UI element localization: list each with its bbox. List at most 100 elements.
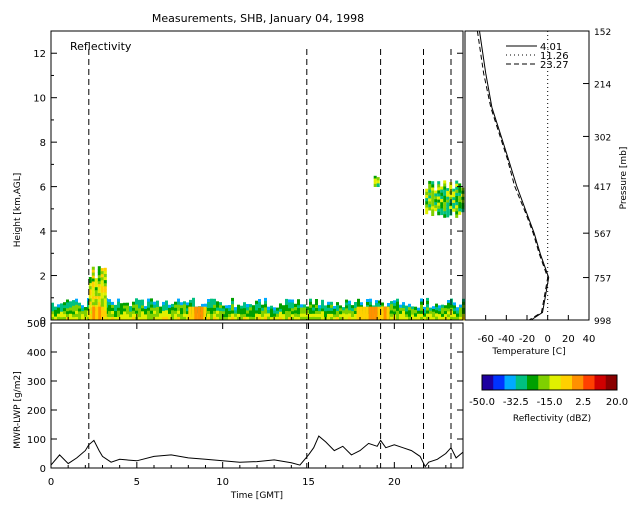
reflectivity-echo-core [386,306,390,320]
reflectivity-echo-cell [117,307,120,312]
reflectivity-echo-cell [459,316,462,321]
reflectivity-echo-cell [252,317,255,321]
lwp-y-tick-label: 500 [27,319,46,330]
reflectivity-echo-cell [455,180,459,185]
colorbar-frame [481,374,618,391]
reflectivity-echo-cell [91,278,95,282]
reflectivity-echo-cell [97,287,101,291]
reflectivity-echo-cell [51,317,54,321]
reflectivity-echo-cell [51,314,54,318]
reflectivity-echo-cell [103,270,107,275]
reflectivity-echo-cell [443,183,447,187]
reflectivity-echo-cell [417,307,420,312]
reflectivity-echo-cell [141,305,144,309]
reflectivity-echo-cell [147,307,150,312]
reflectivity-echo-cell [168,310,171,315]
reflectivity-echo-cell [431,193,435,198]
reflectivity-echo-cell [452,194,456,198]
reflectivity-echo-cell [100,277,104,281]
reflectivity-echo-cell [213,317,216,321]
reflectivity-echo-cell [309,298,312,303]
reflectivity-echo-cell [141,317,144,321]
reflectivity-echo-cell [246,304,249,308]
reflectivity-echo-cell [336,317,339,321]
reflectivity-echo-cell [455,214,459,218]
reflectivity-echo-cell [120,308,123,312]
reflectivity-echo-core [380,306,384,320]
reflectivity-echo-cell [126,308,129,312]
reflectivity-echo-cell [333,317,336,321]
temperature-x-tick-label: 0 [544,334,550,345]
reflectivity-echo-cell [156,300,159,305]
reflectivity-echo-cell [147,313,150,318]
reflectivity-echo-cell [420,304,423,309]
reflectivity-echo-cell [144,311,147,315]
reflectivity-echo-cell [141,314,144,318]
reflectivity-echo-cell [183,316,186,321]
reflectivity-echo-cell [339,305,342,309]
lwp-y-tick-label: 200 [27,406,46,417]
reflectivity-echo-cell [75,301,78,306]
reflectivity-echo-cell [141,299,144,303]
reflectivity-echo-cell [159,306,162,311]
reflectivity-echo-cell [279,317,282,321]
reflectivity-echo-cell [81,305,84,309]
reflectivity-echo-cell [393,311,396,315]
reflectivity-echo-cell [309,304,312,309]
reflectivity-echo-cell [103,301,107,306]
lwp-y-tick-label: 0 [40,464,46,475]
reflectivity-echo-cell [447,317,450,321]
reflectivity-echo-cell [180,302,183,306]
reflectivity-echo-cell [135,310,138,315]
colorbar-tick-label: 20.0 [606,397,628,408]
reflectivity-echo-cell [186,302,189,306]
reflectivity-echo-cell [366,302,369,306]
reflectivity-echo-cell [69,310,72,315]
reflectivity-echo-cell [459,307,462,312]
reflectivity-echo-cell [219,311,222,315]
reflectivity-echo-cell [420,307,423,312]
reflectivity-echo-cell [452,208,456,212]
reflectivity-echo-cell [108,308,111,312]
reflectivity-echo-cell [393,300,396,304]
reflectivity-echo-cell [219,302,222,306]
reflectivity-echo-cell [162,314,165,318]
reflectivity-echo-cell [228,305,231,309]
reflectivity-echo-cell [91,272,95,276]
reflectivity-echo-cell [219,305,222,309]
reflectivity-echo-cell [207,317,210,321]
reflectivity-echo-cell [234,313,237,318]
reflectivity-echo-cell [444,314,447,318]
reflectivity-echo-cell [87,313,90,318]
reflectivity-echo-cell [327,317,330,321]
reflectivity-echo-cell [425,191,429,196]
reflectivity-echo-cell [458,189,462,194]
reflectivity-echo-cell [456,313,459,318]
reflectivity-echo-cell [249,310,252,315]
reflectivity-echo-cell [135,304,138,308]
reflectivity-echo-cell [321,299,324,304]
reflectivity-echo-cell [405,305,408,309]
reflectivity-echo-cell [153,301,156,306]
reflectivity-echo-cell [81,314,84,318]
reflectivity-echo-cell [300,304,303,308]
reflectivity-echo-cell [69,301,72,305]
reflectivity-echo-cell [354,317,357,321]
reflectivity-y-tick-label: 12 [33,49,46,60]
reflectivity-echo-cell [428,207,432,211]
reflectivity-echo-cell [240,308,243,312]
reflectivity-echo-cell [425,198,429,202]
reflectivity-y-tick-label: 8 [40,138,46,149]
reflectivity-echo-cell [294,310,297,314]
temperature-x-tick-label: -20 [519,334,535,345]
reflectivity-echo-cell [303,307,306,311]
reflectivity-echo-cell [443,211,447,215]
reflectivity-echo-cell [351,317,354,321]
reflectivity-echo-cell [231,316,234,321]
reflectivity-echo-cell [402,305,405,309]
reflectivity-echo-cell [72,305,75,309]
reflectivity-echo-cell [207,302,210,306]
reflectivity-echo-cell [288,305,291,309]
reflectivity-echo-cell [458,211,462,215]
reflectivity-echo-cell [431,200,435,204]
